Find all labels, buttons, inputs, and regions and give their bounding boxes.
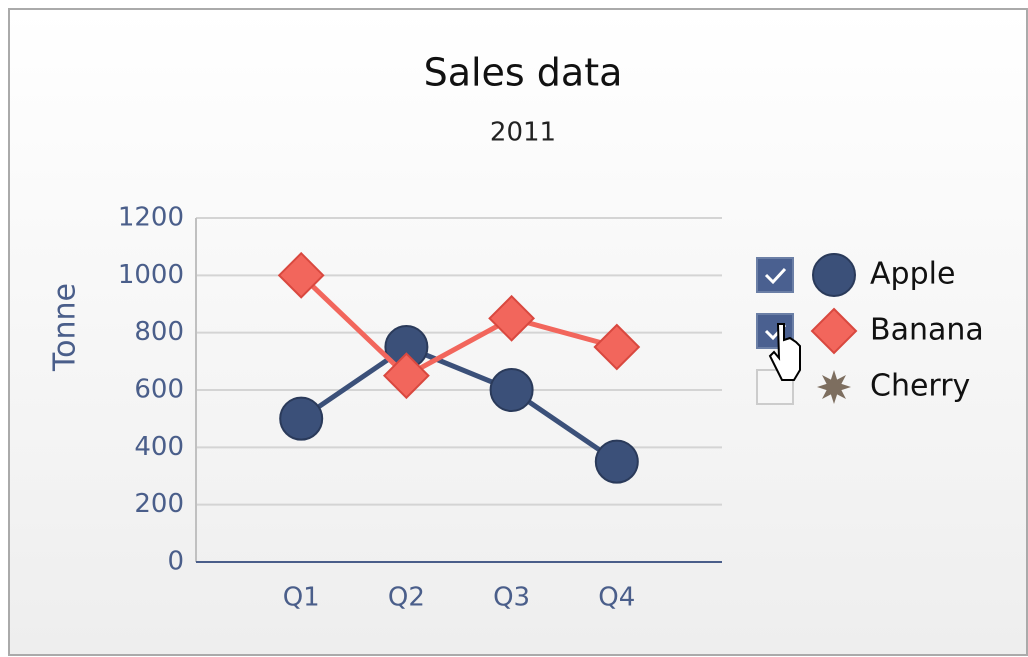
- marker: [489, 368, 534, 412]
- x-tick-label: Q3: [493, 583, 530, 613]
- chart-title: Sales data: [424, 51, 623, 95]
- x-tick-label: Q2: [388, 583, 425, 613]
- marker: [593, 323, 641, 371]
- marker: [817, 370, 851, 404]
- marker: [277, 251, 325, 299]
- marker: [279, 396, 324, 441]
- y-tick-label: 1000: [118, 260, 184, 290]
- y-tick-label: 1200: [118, 203, 184, 233]
- marker: [594, 439, 639, 484]
- y-tick-label: 400: [134, 432, 184, 462]
- legend-label[interactable]: Banana: [870, 313, 984, 348]
- x-tick-label: Q4: [598, 583, 635, 613]
- cursor: [768, 323, 801, 381]
- legend-label[interactable]: Cherry: [870, 369, 970, 404]
- y-tick-label: 600: [134, 375, 184, 405]
- marker: [488, 294, 536, 342]
- series-line: [299, 344, 619, 464]
- y-tick-label: 200: [134, 489, 184, 519]
- legend-check: [764, 267, 787, 285]
- series-line: [299, 273, 618, 379]
- chart-subtitle: 2011: [490, 118, 556, 148]
- marker: [382, 352, 430, 400]
- y-axis-title: Tonne: [48, 283, 83, 372]
- legend-checkbox[interactable]: [756, 257, 794, 293]
- marker: [810, 307, 858, 355]
- y-tick-label: 800: [134, 317, 184, 347]
- legend-label[interactable]: Apple: [870, 257, 955, 292]
- marker: [812, 253, 856, 297]
- x-tick-label: Q1: [283, 583, 320, 613]
- y-tick-label: 0: [167, 547, 184, 577]
